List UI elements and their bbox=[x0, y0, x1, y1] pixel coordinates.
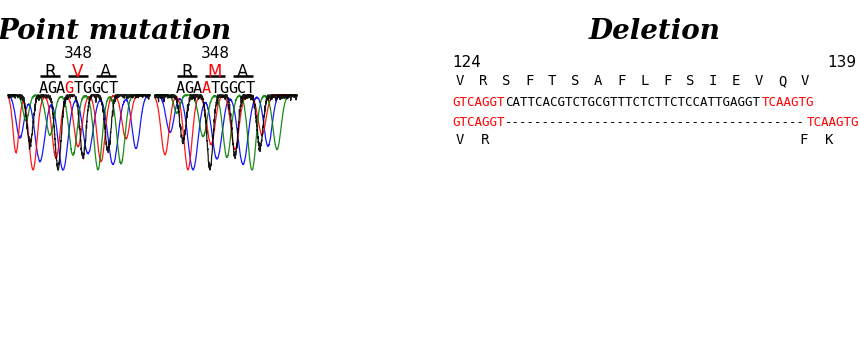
Text: 124: 124 bbox=[452, 55, 481, 70]
Text: G: G bbox=[47, 81, 56, 96]
Text: GTCAGGT: GTCAGGT bbox=[452, 116, 505, 129]
Text: A: A bbox=[101, 63, 112, 81]
Text: 348: 348 bbox=[200, 46, 230, 61]
Text: S: S bbox=[502, 74, 510, 88]
Text: E: E bbox=[732, 74, 740, 88]
Text: V: V bbox=[801, 74, 809, 88]
Text: A: A bbox=[56, 81, 65, 96]
Text: C: C bbox=[237, 81, 246, 96]
Text: 139: 139 bbox=[826, 55, 856, 70]
Text: GTCAGGT: GTCAGGT bbox=[452, 96, 505, 109]
Text: F: F bbox=[663, 74, 672, 88]
Text: M: M bbox=[208, 63, 222, 81]
Text: A: A bbox=[38, 81, 47, 96]
Text: A: A bbox=[193, 81, 202, 96]
Text: Point mutation: Point mutation bbox=[0, 18, 232, 45]
Text: A: A bbox=[594, 74, 602, 88]
Text: V  R: V R bbox=[456, 133, 489, 147]
Text: T: T bbox=[246, 81, 255, 96]
Text: A: A bbox=[237, 63, 249, 81]
Text: T: T bbox=[548, 74, 556, 88]
Text: F: F bbox=[525, 74, 533, 88]
Text: G: G bbox=[219, 81, 229, 96]
Text: A: A bbox=[175, 81, 184, 96]
Text: T: T bbox=[211, 81, 219, 96]
Text: F: F bbox=[617, 74, 625, 88]
Text: G: G bbox=[83, 81, 91, 96]
Text: ----------------------------------------: ---------------------------------------- bbox=[505, 116, 805, 129]
Text: I: I bbox=[709, 74, 717, 88]
Text: CATTCACGTCTGCGTTTCTCTTCTCCATTGAGGT: CATTCACGTCTGCGTTTCTCTTCTCCATTGAGGT bbox=[505, 96, 760, 109]
Text: A: A bbox=[201, 81, 211, 96]
Text: S: S bbox=[571, 74, 580, 88]
Text: G: G bbox=[64, 81, 74, 96]
Text: G: G bbox=[228, 81, 237, 96]
Text: Q: Q bbox=[778, 74, 786, 88]
Text: TCAAGTG: TCAAGTG bbox=[762, 96, 814, 109]
Text: V: V bbox=[456, 74, 464, 88]
Text: G: G bbox=[91, 81, 100, 96]
Text: T: T bbox=[108, 81, 118, 96]
Text: T: T bbox=[73, 81, 83, 96]
Text: F  K: F K bbox=[800, 133, 833, 147]
Text: R: R bbox=[181, 63, 193, 81]
Text: R: R bbox=[44, 63, 56, 81]
Text: V: V bbox=[72, 63, 83, 81]
Text: R: R bbox=[479, 74, 488, 88]
Text: TCAAGTG: TCAAGTG bbox=[807, 116, 859, 129]
Text: S: S bbox=[686, 74, 694, 88]
Text: C: C bbox=[100, 81, 109, 96]
Text: Deletion: Deletion bbox=[589, 18, 721, 45]
Text: L: L bbox=[640, 74, 648, 88]
Text: 348: 348 bbox=[64, 46, 93, 61]
Text: V: V bbox=[755, 74, 764, 88]
Text: G: G bbox=[184, 81, 194, 96]
